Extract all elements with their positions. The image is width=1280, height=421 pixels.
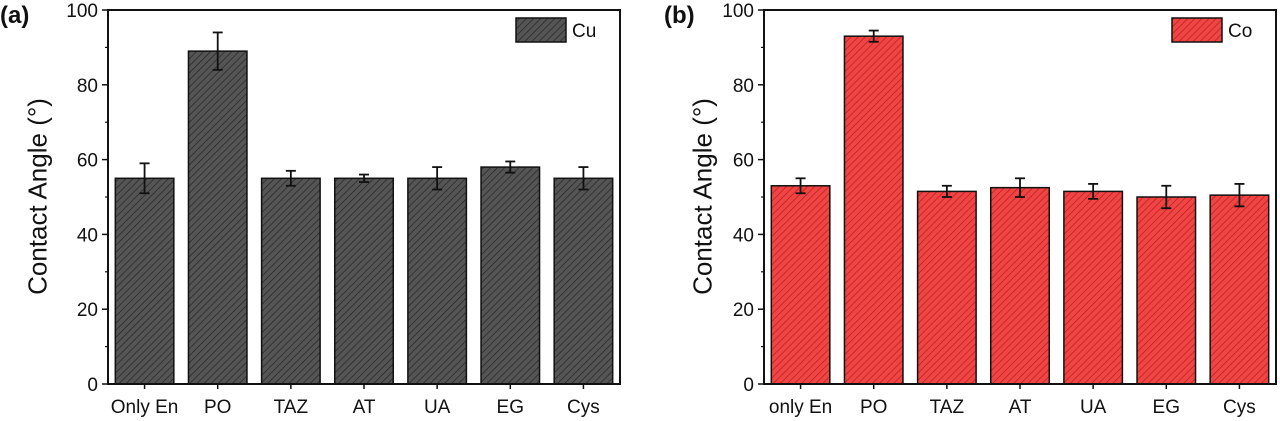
bar-a-1 [187, 50, 248, 385]
y-tick-label-a-0: 0 [87, 375, 98, 396]
bar-b-4 [1063, 190, 1124, 385]
legend-swatch-b [1171, 17, 1223, 43]
bar-b-3 [989, 186, 1051, 385]
y-tick-label-b-0: 0 [743, 375, 754, 396]
error-bar-a-4 [432, 166, 443, 191]
x-tick-label-b-4: UA [1080, 397, 1107, 418]
bar-a-0 [114, 177, 175, 385]
y-tick-label-a-3: 60 [77, 151, 98, 172]
chart-panel-b: only En PO TAZ AT UA EG Cys 0 20 40 60 80 100 Co (b) … [640, 0, 1280, 421]
y-axis-label-a: Contact Angle (°) [22, 98, 53, 295]
y-tick-label-b-1: 20 [733, 300, 754, 321]
x-tick-label-b-5: EG [1153, 397, 1180, 418]
panel-label-a: (a) [0, 2, 30, 29]
x-tick-label-a-5: EG [497, 397, 524, 418]
x-tick-label-b-1: PO [860, 397, 887, 418]
axes-frame-a [107, 9, 621, 385]
axes-frame-b [763, 9, 1277, 385]
bar-b-2 [916, 190, 977, 385]
error-bar-a-3 [359, 173, 369, 183]
error-bar-b-1 [868, 29, 879, 43]
error-bar-b-6 [1234, 183, 1245, 208]
y-tick-label-a-4: 80 [77, 76, 98, 97]
x-tick-label-b-6: Cys [1223, 397, 1256, 418]
bar-a-5 [480, 166, 541, 385]
legend-swatch-a [515, 17, 567, 43]
error-bar-b-0 [795, 177, 806, 195]
y-tick-label-b-5: 100 [722, 1, 754, 22]
x-tick-label-a-1: PO [204, 397, 231, 418]
x-tick-label-b-3: AT [1009, 397, 1032, 418]
panel-label-b: (b) [664, 2, 695, 29]
legend-label-a: Cu [572, 21, 596, 42]
y-tick-label-b-4: 80 [733, 76, 754, 97]
x-tick-label-a-2: TAZ [274, 397, 309, 418]
y-tick-label-a-2: 40 [77, 225, 98, 246]
bar-b-5 [1136, 196, 1197, 385]
legend-label-b: Co [1228, 21, 1252, 42]
x-tick-label-a-4: UA [424, 397, 451, 418]
error-bar-a-2 [285, 169, 296, 187]
x-tick-label-a-3: AT [353, 397, 376, 418]
legend-b: Co [1171, 17, 1252, 43]
y-tick-label-b-3: 60 [733, 151, 754, 172]
error-bar-b-4 [1088, 183, 1099, 200]
y-tick-label-a-1: 20 [77, 300, 98, 321]
error-bar-b-2 [941, 184, 952, 198]
bar-a-6 [553, 177, 614, 385]
bar-b-0 [770, 185, 831, 385]
error-bar-b-3 [1015, 177, 1025, 198]
error-bar-a-0 [139, 162, 150, 195]
x-tick-label-a-6: Cys [567, 397, 600, 418]
bar-chart-b: only En PO TAZ AT UA EG Cys 0 20 40 60 80 100 Co [722, 1, 1277, 418]
x-tick-label-a-0: Only En [111, 397, 179, 418]
chart-panel-a: Only En PO TAZ AT UA EG Cys 0 20 40 60 80 100 Cu (a) … [0, 1, 621, 418]
bar-b-1 [843, 35, 904, 385]
bar-a-2 [260, 177, 321, 385]
y-axis-label-b: Contact Angle (°) [687, 98, 718, 295]
y-tick-label-b-2: 40 [733, 225, 754, 246]
bar-a-3 [333, 177, 395, 385]
x-tick-label-b-0: only En [769, 397, 832, 418]
error-bar-a-5 [505, 160, 516, 174]
error-bar-b-5 [1161, 184, 1172, 210]
error-bar-a-1 [212, 31, 223, 71]
bar-a-4 [407, 177, 468, 385]
legend-a: Cu [515, 17, 596, 43]
y-tick-label-a-5: 100 [66, 1, 98, 22]
bar-b-6 [1209, 194, 1270, 385]
x-tick-label-b-2: TAZ [930, 397, 965, 418]
bar-chart-a: Only En PO TAZ AT UA EG Cys 0 20 40 60 80 100 Cu [66, 1, 621, 418]
error-bar-a-6 [578, 166, 589, 191]
